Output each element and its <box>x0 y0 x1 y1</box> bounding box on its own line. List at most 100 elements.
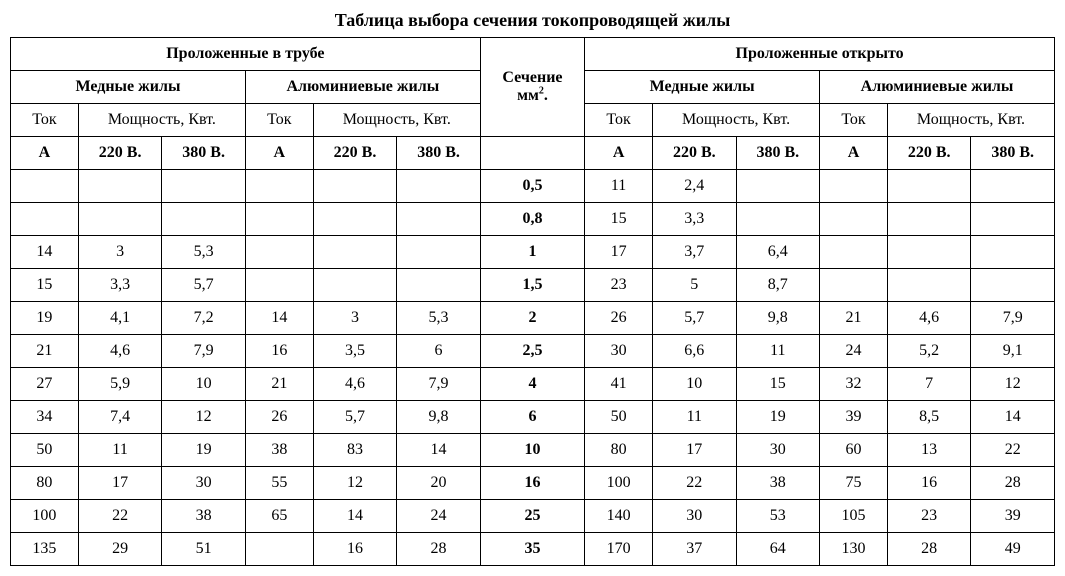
table-cell: 16 <box>245 335 313 368</box>
header-tube-aluminum: Алюминиевые жилы <box>245 71 480 104</box>
table-cell: 34 <box>11 401 79 434</box>
unit-A: A <box>585 137 653 170</box>
header-section: Сечение мм2. <box>480 38 584 137</box>
table-cell <box>78 203 162 236</box>
table-cell <box>313 236 397 269</box>
table-cell: 9,8 <box>736 302 820 335</box>
table-cell <box>971 236 1055 269</box>
table-cell: 28 <box>887 533 971 566</box>
table-cell: 19 <box>162 434 246 467</box>
table-cell: 11 <box>78 434 162 467</box>
header-power: Мощность, Квт. <box>887 104 1054 137</box>
unit-A: A <box>820 137 888 170</box>
table-cell: 24 <box>397 500 481 533</box>
unit-A: A <box>11 137 79 170</box>
table-cell: 17 <box>78 467 162 500</box>
table-cell: 12 <box>162 401 246 434</box>
table-cell <box>78 170 162 203</box>
table-cell: 4,6 <box>313 368 397 401</box>
page-title: Таблица выбора сечения токопроводящей жи… <box>10 10 1055 31</box>
table-cell: 16 <box>480 467 584 500</box>
table-cell: 130 <box>820 533 888 566</box>
table-cell <box>313 269 397 302</box>
header-tok: Ток <box>820 104 888 137</box>
table-cell: 25 <box>480 500 584 533</box>
table-cell <box>736 170 820 203</box>
table-cell: 22 <box>971 434 1055 467</box>
table-cell: 0,8 <box>480 203 584 236</box>
header-power: Мощность, Квт. <box>78 104 245 137</box>
table-cell: 16 <box>887 467 971 500</box>
table-cell: 4,6 <box>887 302 971 335</box>
table-cell: 37 <box>653 533 737 566</box>
table-cell: 135 <box>11 533 79 566</box>
table-body: 0,5112,40,8153,31435,31173,76,4153,35,71… <box>11 170 1055 566</box>
table-cell: 9,8 <box>397 401 481 434</box>
table-cell: 0,5 <box>480 170 584 203</box>
table-cell: 3,5 <box>313 335 397 368</box>
unit-A: A <box>245 137 313 170</box>
table-cell <box>820 170 888 203</box>
table-cell: 6 <box>397 335 481 368</box>
unit-380: 380 В. <box>397 137 481 170</box>
table-cell <box>245 236 313 269</box>
header-open-copper: Медные жилы <box>585 71 820 104</box>
table-cell: 11 <box>736 335 820 368</box>
table-cell: 15 <box>736 368 820 401</box>
table-cell: 35 <box>480 533 584 566</box>
unit-380: 380 В. <box>162 137 246 170</box>
table-cell: 30 <box>736 434 820 467</box>
section-label-2a: мм <box>517 87 539 104</box>
table-cell: 50 <box>585 401 653 434</box>
table-cell: 140 <box>585 500 653 533</box>
table-cell: 5,7 <box>162 269 246 302</box>
table-cell: 12 <box>971 368 1055 401</box>
table-cell: 5,2 <box>887 335 971 368</box>
unit-section-blank <box>480 137 584 170</box>
unit-220: 220 В. <box>313 137 397 170</box>
table-cell: 14 <box>245 302 313 335</box>
table-cell: 2,5 <box>480 335 584 368</box>
section-label-2b: . <box>544 87 548 104</box>
table-cell: 7 <box>887 368 971 401</box>
table-cell: 51 <box>162 533 246 566</box>
table-cell <box>397 236 481 269</box>
unit-220: 220 В. <box>653 137 737 170</box>
table-cell: 55 <box>245 467 313 500</box>
table-cell: 80 <box>11 467 79 500</box>
table-cell <box>820 269 888 302</box>
table-cell: 10 <box>653 368 737 401</box>
unit-380: 380 В. <box>971 137 1055 170</box>
table-cell <box>397 203 481 236</box>
table-cell: 3,3 <box>653 203 737 236</box>
table-cell: 12 <box>313 467 397 500</box>
table-cell <box>11 203 79 236</box>
table-cell <box>971 269 1055 302</box>
table-cell: 1 <box>480 236 584 269</box>
table-cell: 65 <box>245 500 313 533</box>
table-cell <box>887 170 971 203</box>
table-cell <box>887 269 971 302</box>
table-cell: 28 <box>397 533 481 566</box>
table-cell: 5 <box>653 269 737 302</box>
table-cell <box>397 269 481 302</box>
table-cell: 21 <box>11 335 79 368</box>
table-cell: 2,4 <box>653 170 737 203</box>
table-row: 1435,31173,76,4 <box>11 236 1055 269</box>
table-cell <box>736 203 820 236</box>
header-open-group: Проложенные открыто <box>585 38 1055 71</box>
table-cell: 23 <box>887 500 971 533</box>
table-cell <box>11 170 79 203</box>
table-cell: 3,3 <box>78 269 162 302</box>
table-header: Проложенные в трубе Сечение мм2. Проложе… <box>11 38 1055 170</box>
table-cell: 28 <box>971 467 1055 500</box>
unit-220: 220 В. <box>78 137 162 170</box>
table-cell: 6,4 <box>736 236 820 269</box>
table-cell: 19 <box>11 302 79 335</box>
table-cell: 30 <box>653 500 737 533</box>
table-cell: 22 <box>653 467 737 500</box>
table-row: 0,8153,3 <box>11 203 1055 236</box>
table-row: 10022386514242514030531052339 <box>11 500 1055 533</box>
table-cell: 14 <box>971 401 1055 434</box>
table-cell: 7,2 <box>162 302 246 335</box>
